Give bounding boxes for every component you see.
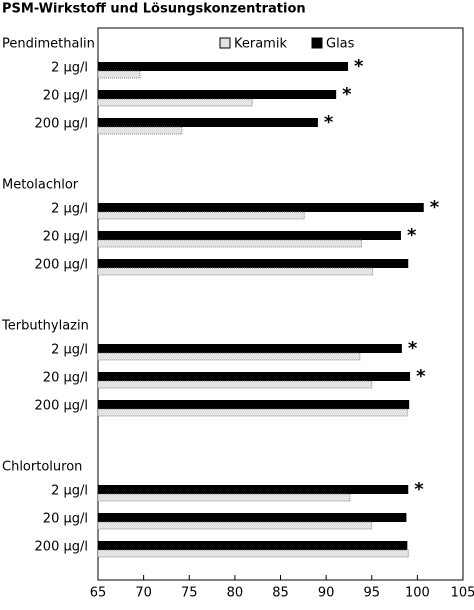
bar <box>98 259 409 268</box>
bar <box>97 211 305 220</box>
group-label: Pendimethalin <box>2 37 95 52</box>
bar <box>98 485 409 494</box>
bar <box>97 493 351 502</box>
significance-marker: * <box>354 56 364 77</box>
chart-title: PSM-Wirkstoff und Lösungskonzentration <box>2 2 306 17</box>
x-tick-label: 75 <box>181 586 198 601</box>
group-label: Chlortoluron <box>2 460 82 475</box>
bar <box>98 203 424 212</box>
y-tick-label: 20 µg/l <box>43 512 88 527</box>
significance-marker: * <box>408 338 418 359</box>
x-tick-label: 100 <box>405 586 430 601</box>
x-tick-label: 70 <box>135 586 152 601</box>
bar <box>98 372 411 381</box>
legend-swatch <box>219 37 231 49</box>
significance-marker: * <box>416 366 426 387</box>
significance-marker: * <box>342 84 352 105</box>
bar <box>97 267 374 276</box>
bar <box>97 98 253 107</box>
y-tick-label: 200 µg/l <box>35 399 88 414</box>
bar <box>98 513 407 522</box>
x-tick-label: 80 <box>227 586 244 601</box>
bar <box>98 400 410 409</box>
legend-label: Glas <box>326 37 355 52</box>
y-tick-label: 20 µg/l <box>43 89 88 104</box>
x-tick-label: 90 <box>318 586 335 601</box>
bar <box>97 380 373 389</box>
bar <box>97 239 363 248</box>
legend-label: Keramik <box>234 37 287 52</box>
y-tick-label: 2 µg/l <box>51 61 88 76</box>
significance-marker: * <box>430 197 440 218</box>
bar <box>98 541 408 550</box>
bar <box>97 352 361 361</box>
y-tick-label: 20 µg/l <box>43 371 88 386</box>
y-tick-label: 2 µg/l <box>51 343 88 358</box>
bar <box>98 118 318 127</box>
bar <box>98 231 401 240</box>
significance-marker: * <box>414 479 424 500</box>
x-tick-label: 105 <box>451 586 474 601</box>
group-label: Metolachlor <box>2 178 79 193</box>
y-tick-label: 200 µg/l <box>35 258 88 273</box>
bar <box>97 126 183 135</box>
bar <box>97 549 409 558</box>
y-tick-label: 2 µg/l <box>51 202 88 217</box>
significance-marker: * <box>407 225 417 246</box>
bar <box>97 521 373 530</box>
legend-swatch <box>311 37 323 49</box>
bar <box>98 62 349 71</box>
bar <box>97 408 408 417</box>
bar <box>98 90 337 99</box>
bar <box>98 344 402 353</box>
y-tick-label: 20 µg/l <box>43 230 88 245</box>
significance-marker: * <box>324 112 334 133</box>
x-tick-label: 95 <box>363 586 380 601</box>
x-tick-label: 65 <box>90 586 107 601</box>
group-label: Terbuthylazin <box>1 319 89 334</box>
y-tick-label: 200 µg/l <box>35 117 88 132</box>
y-tick-label: 2 µg/l <box>51 484 88 499</box>
bar <box>97 70 141 79</box>
y-tick-label: 200 µg/l <box>35 540 88 555</box>
x-tick-label: 85 <box>272 586 289 601</box>
